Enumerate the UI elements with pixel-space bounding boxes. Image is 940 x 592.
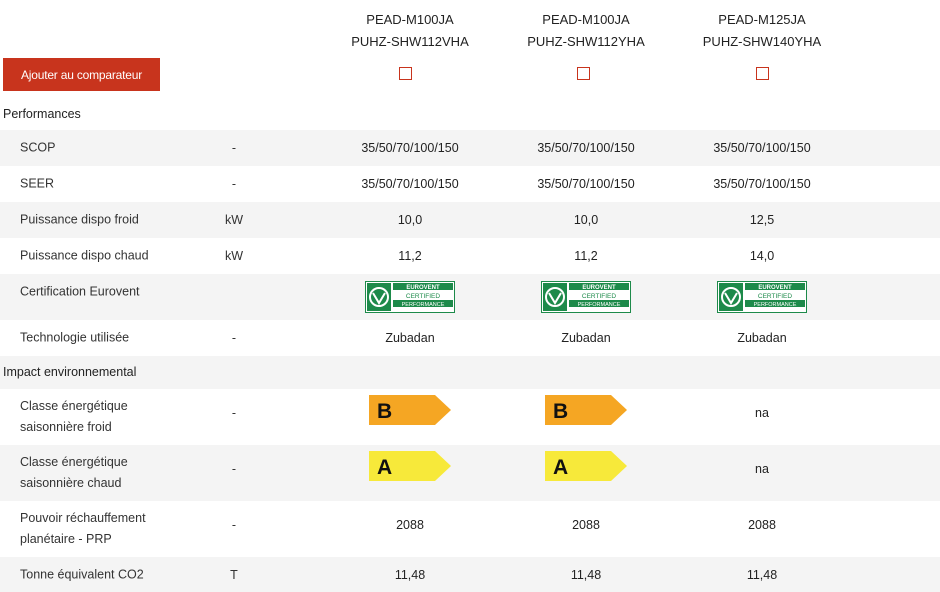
table-row: Technologie utilisée - Zubadan Zubadan Z… [0, 320, 940, 356]
svg-text:EUROVENT: EUROVENT [406, 285, 440, 291]
model-column-header: PEAD-M125JA PUHZ-SHW140YHA [662, 9, 862, 53]
row-unit: - [231, 331, 237, 345]
cell-value: 11,2 [574, 249, 598, 263]
cell-value: 35/50/70/100/150 [361, 141, 459, 155]
cell-value: na [755, 406, 769, 420]
row-label: SEER [20, 176, 55, 191]
cell-value: 2088 [748, 518, 776, 532]
eurovent-certified-icon: EUROVENT CERTIFIED PERFORMANCE [541, 281, 631, 313]
energy-class-b-icon: B [545, 395, 627, 425]
cell-value: 10,0 [573, 213, 599, 227]
svg-text:A: A [377, 456, 392, 479]
section-header-row: Impact environnemental [0, 356, 940, 389]
row-label: Classe énergétique saisonnière froid [20, 399, 128, 434]
svg-text:A: A [553, 456, 568, 479]
energy-class-b-icon: B [369, 395, 451, 425]
row-label: Technologie utilisée [20, 330, 130, 345]
cell-value: 11,48 [394, 567, 426, 582]
cell-value: Zubadan [385, 331, 435, 345]
table-row: Tonne équivalent CO2 T 11,48 11,48 11,48 [0, 557, 940, 592]
cell-value: 11,48 [746, 567, 778, 582]
indoor-model: PEAD-M125JA [718, 12, 806, 27]
table-row: Puissance dispo chaud kW 11,2 11,2 14,0 [0, 238, 940, 274]
row-unit: - [231, 406, 237, 420]
table-row: SCOP - 35/50/70/100/150 35/50/70/100/150… [0, 130, 940, 166]
cell-value: 11,48 [570, 567, 602, 582]
compare-checkbox[interactable] [577, 67, 590, 80]
row-label: Pouvoir réchauffement planétaire - PRP [20, 511, 146, 546]
outdoor-model: PUHZ-SHW112YHA [527, 34, 645, 49]
energy-class-cell: A [486, 445, 686, 501]
row-label: Classe énergétique saisonnière chaud [20, 455, 128, 490]
table-row: SEER - 35/50/70/100/150 35/50/70/100/150… [0, 166, 940, 202]
add-to-comparator-button[interactable]: Ajouter au comparateur [3, 58, 160, 91]
row-unit: kW [224, 249, 244, 263]
indoor-model: PEAD-M100JA [542, 12, 630, 27]
row-unit: - [231, 177, 237, 191]
energy-class-a-icon: A [369, 451, 451, 481]
svg-text:CERTIFIED: CERTIFIED [582, 293, 616, 300]
cell-value: 14,0 [749, 249, 775, 263]
cell-value: 2088 [572, 518, 600, 532]
svg-text:B: B [553, 400, 568, 423]
table-row: Pouvoir réchauffement planétaire - PRP -… [0, 501, 940, 557]
row-label: Puissance dispo froid [20, 212, 139, 227]
table-row: Puissance dispo froid kW 10,0 10,0 12,5 [0, 202, 940, 238]
energy-class-cell: A [310, 445, 510, 501]
cell-value: 35/50/70/100/150 [713, 177, 811, 191]
model-column-header: PEAD-M100JA PUHZ-SHW112YHA [486, 9, 686, 53]
row-unit: - [231, 518, 237, 532]
indoor-model: PEAD-M100JA [366, 12, 454, 27]
row-label: SCOP [20, 140, 56, 155]
eurovent-certified-icon: EUROVENT CERTIFIED PERFORMANCE [717, 281, 807, 313]
eurovent-cell: EUROVENT CERTIFIED PERFORMANCE [662, 274, 862, 320]
row-unit: kW [224, 213, 244, 227]
energy-class-cell: B [310, 389, 510, 445]
cell-value: 35/50/70/100/150 [361, 177, 459, 191]
cell-value: 10,0 [397, 213, 423, 227]
cell-value: 35/50/70/100/150 [537, 177, 635, 191]
svg-text:CERTIFIED: CERTIFIED [758, 293, 792, 300]
eurovent-cell: EUROVENT CERTIFIED PERFORMANCE [310, 274, 510, 320]
svg-text:EUROVENT: EUROVENT [758, 285, 792, 291]
outdoor-model: PUHZ-SHW112VHA [351, 34, 469, 49]
cell-value: Zubadan [737, 331, 787, 345]
row-unit: - [231, 462, 237, 476]
table-row: Classe énergétique saisonnière chaud - A… [0, 445, 940, 501]
energy-class-cell: B [486, 389, 686, 445]
cell-value: 11,2 [398, 249, 422, 263]
cell-value: 35/50/70/100/150 [713, 141, 811, 155]
cell-value: Zubadan [561, 331, 611, 345]
eurovent-certified-icon: EUROVENT CERTIFIED PERFORMANCE [365, 281, 455, 313]
cell-value: 35/50/70/100/150 [537, 141, 635, 155]
table-row: Classe énergétique saisonnière froid - B… [0, 389, 940, 445]
section-title-impact: Impact environnemental [3, 365, 137, 379]
svg-text:PERFORMANCE: PERFORMANCE [754, 302, 797, 308]
svg-text:CERTIFIED: CERTIFIED [406, 293, 440, 300]
row-unit: T [230, 567, 238, 582]
svg-text:PERFORMANCE: PERFORMANCE [402, 302, 445, 308]
row-unit: - [231, 141, 237, 155]
energy-class-a-icon: A [545, 451, 627, 481]
section-title-performances: Performances [3, 107, 81, 121]
svg-text:PERFORMANCE: PERFORMANCE [578, 302, 621, 308]
cell-value: na [755, 462, 769, 476]
row-label: Certification Eurovent [20, 284, 140, 299]
cell-value: 12,5 [749, 213, 775, 227]
model-column-header: PEAD-M100JA PUHZ-SHW112VHA [310, 9, 510, 53]
svg-text:EUROVENT: EUROVENT [582, 285, 616, 291]
table-row: Certification Eurovent EUROVENT CERTIFIE… [0, 274, 940, 320]
compare-checkbox[interactable] [399, 67, 412, 80]
compare-checkbox[interactable] [756, 67, 769, 80]
outdoor-model: PUHZ-SHW140YHA [702, 34, 822, 49]
row-label: Puissance dispo chaud [20, 248, 149, 263]
eurovent-cell: EUROVENT CERTIFIED PERFORMANCE [486, 274, 686, 320]
svg-text:B: B [377, 400, 392, 423]
cell-value: 2088 [396, 518, 424, 532]
model-header: PEAD-M100JA PUHZ-SHW112VHA PEAD-M100JA P… [0, 0, 940, 56]
row-label: Tonne équivalent CO2 [20, 567, 144, 581]
